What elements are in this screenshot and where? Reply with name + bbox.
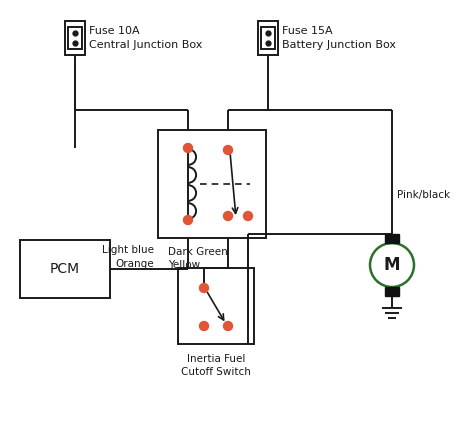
Text: PCM: PCM	[50, 262, 80, 276]
Bar	[158, 130, 266, 238]
Circle shape	[244, 212, 253, 221]
Bar	[68, 27, 82, 49]
Text: Fuse 10A: Fuse 10A	[89, 26, 140, 36]
Bar	[65, 21, 85, 55]
Text: Pink/black: Pink/black	[397, 190, 450, 200]
Bar	[20, 240, 110, 298]
Circle shape	[224, 145, 233, 154]
Text: Fuse 15A: Fuse 15A	[282, 26, 333, 36]
Bar	[178, 268, 254, 344]
Circle shape	[224, 212, 233, 221]
Circle shape	[200, 322, 209, 331]
Text: M: M	[384, 256, 400, 274]
Circle shape	[183, 215, 192, 224]
Text: Orange: Orange	[115, 259, 154, 269]
Circle shape	[224, 322, 233, 331]
Bar	[385, 287, 399, 296]
Text: Cutoff Switch: Cutoff Switch	[181, 367, 251, 377]
Circle shape	[183, 144, 192, 153]
Text: Inertia Fuel: Inertia Fuel	[187, 354, 245, 364]
Text: Light blue: Light blue	[102, 245, 154, 255]
Bar	[258, 21, 278, 55]
Circle shape	[200, 283, 209, 292]
Text: Yellow: Yellow	[168, 260, 200, 270]
Text: Central Junction Box: Central Junction Box	[89, 40, 202, 50]
Bar	[261, 27, 275, 49]
Text: Dark Green: Dark Green	[168, 247, 228, 257]
Text: Battery Junction Box: Battery Junction Box	[282, 40, 396, 50]
Bar	[385, 234, 399, 243]
